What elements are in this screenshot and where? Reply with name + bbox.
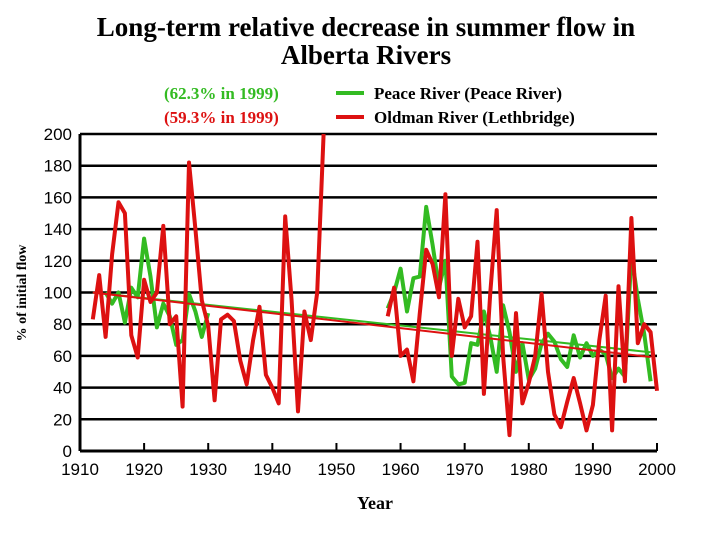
trend-line-oldman [92, 291, 651, 359]
x-tick-1980: 1980 [510, 460, 548, 479]
y-axis-label: % of initial flow [15, 244, 30, 342]
y-tick-labels: 0 20 40 60 80 100 120 140 160 180 200 [44, 125, 72, 461]
x-tick-1940: 1940 [253, 460, 291, 479]
x-tick-labels: 1910 1920 1930 1940 1950 1960 1970 1980 1990 2000 [61, 460, 676, 479]
y-tick-40: 40 [53, 379, 72, 398]
y-tick-20: 20 [53, 410, 72, 429]
series-line-peace-1 [103, 236, 211, 347]
series-lines [90, 133, 659, 438]
series-line-oldman-1 [90, 133, 326, 414]
y-tick-80: 80 [53, 315, 72, 334]
y-tick-140: 140 [44, 220, 72, 239]
y-tick-60: 60 [53, 347, 72, 366]
x-tick-1950: 1950 [318, 460, 356, 479]
x-tick-1920: 1920 [125, 460, 163, 479]
x-tick-1970: 1970 [446, 460, 484, 479]
x-tick-2000: 2000 [638, 460, 676, 479]
x-tick-1960: 1960 [382, 460, 420, 479]
y-tick-100: 100 [44, 284, 72, 303]
y-tick-120: 120 [44, 252, 72, 271]
x-axis-label: Year [357, 493, 393, 513]
legend-note-oldman: (59.3% in 1999) [164, 108, 279, 127]
legend-label-oldman: Oldman River (Lethbridge) [374, 108, 575, 127]
chart-title-line-1: Long-term relative decrease in summer fl… [97, 12, 635, 42]
y-tick-160: 160 [44, 188, 72, 207]
x-tick-1990: 1990 [574, 460, 612, 479]
axes [78, 134, 658, 453]
chart-title-line-2: Alberta Rivers [281, 40, 451, 70]
y-tick-200: 200 [44, 125, 72, 144]
series-line-oldman-2 [385, 192, 659, 438]
x-tick-1930: 1930 [189, 460, 227, 479]
legend-note-peace: (62.3% in 1999) [164, 84, 279, 103]
x-tick-1910: 1910 [61, 460, 99, 479]
y-tick-180: 180 [44, 157, 72, 176]
y-tick-0: 0 [63, 442, 72, 461]
legend-label-peace: Peace River (Peace River) [374, 84, 562, 103]
